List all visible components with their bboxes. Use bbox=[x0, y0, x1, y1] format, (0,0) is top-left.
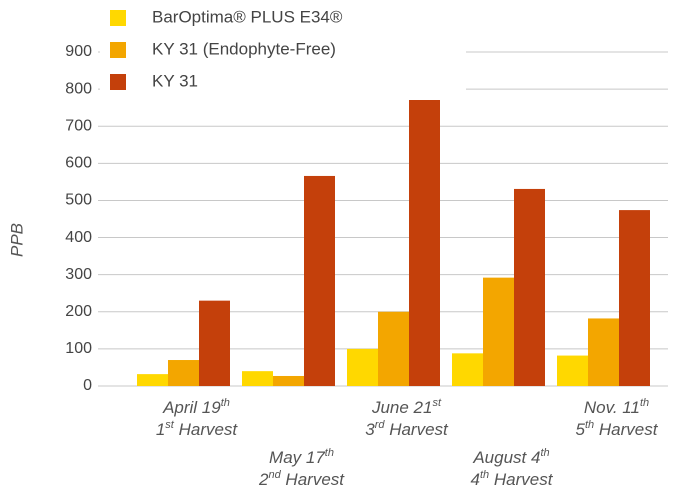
y-tick-label: 200 bbox=[65, 303, 92, 320]
x-tick-label: April 19th bbox=[162, 397, 230, 418]
bar bbox=[137, 374, 168, 386]
bar bbox=[168, 360, 199, 386]
x-tick-label: May 17th bbox=[269, 447, 334, 468]
x-tick-label: Nov. 11th bbox=[584, 397, 649, 418]
y-tick-label: 300 bbox=[65, 266, 92, 283]
legend-swatch bbox=[110, 10, 126, 26]
legend-label: BarOptima® PLUS E34® bbox=[152, 7, 343, 26]
bar bbox=[242, 371, 273, 386]
bar bbox=[304, 175, 335, 386]
y-tick-label: 500 bbox=[65, 192, 92, 209]
x-tick-label: June 21st bbox=[371, 397, 442, 418]
y-tick-label: 400 bbox=[65, 229, 92, 246]
legend-swatch bbox=[110, 42, 126, 58]
bar bbox=[557, 355, 588, 386]
y-tick-label: 0 bbox=[83, 377, 92, 394]
x-tick-sublabel: 1st Harvest bbox=[156, 419, 239, 440]
bar bbox=[273, 375, 304, 386]
bar bbox=[514, 188, 545, 386]
bar bbox=[452, 353, 483, 386]
bar bbox=[588, 318, 619, 386]
y-tick-label: 700 bbox=[65, 117, 92, 134]
bar bbox=[483, 277, 514, 386]
bar bbox=[347, 348, 378, 386]
y-tick-label: 900 bbox=[65, 43, 92, 60]
legend-background bbox=[100, 0, 466, 100]
bar bbox=[409, 71, 440, 386]
y-axis-label: PPB bbox=[7, 223, 26, 257]
x-tick-label: August 4th bbox=[472, 447, 549, 468]
legend-label: KY 31 (Endophyte-Free) bbox=[152, 39, 336, 58]
x-tick-sublabel: 5th Harvest bbox=[576, 419, 659, 440]
x-tick-sublabel: 2nd Harvest bbox=[258, 469, 345, 490]
x-tick-sublabel: 4th Harvest bbox=[471, 469, 554, 490]
bar bbox=[619, 210, 650, 386]
legend-swatch bbox=[110, 74, 126, 90]
y-tick-label: 800 bbox=[65, 80, 92, 97]
x-tick-sublabel: 3rd Harvest bbox=[365, 419, 449, 440]
y-tick-label: 100 bbox=[65, 340, 92, 357]
y-tick-label: 600 bbox=[65, 155, 92, 172]
bar bbox=[378, 311, 409, 386]
legend-label: KY 31 bbox=[152, 71, 198, 90]
bar bbox=[199, 300, 230, 386]
